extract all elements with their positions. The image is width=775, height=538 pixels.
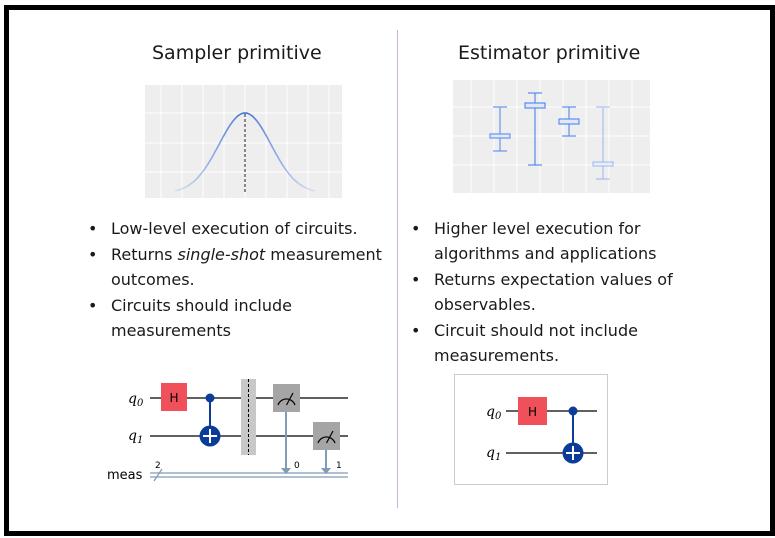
plot-background xyxy=(145,85,342,198)
plot-grid xyxy=(453,80,650,193)
bullet-dot: • xyxy=(411,270,421,289)
qubit-label-1: q1 xyxy=(128,428,143,446)
box-whisker-4 xyxy=(592,106,614,180)
classical-width-label: 2 xyxy=(155,461,161,471)
meter-arc-1 xyxy=(317,436,336,444)
column-divider xyxy=(397,30,398,508)
sampler-title: Sampler primitive xyxy=(152,42,322,64)
h-gate xyxy=(161,383,187,411)
bullet-text: Returns xyxy=(111,245,178,264)
sampler-distribution-plot xyxy=(145,85,342,198)
gaussian-curve xyxy=(174,112,316,192)
bit-label-1: 1 xyxy=(336,461,342,471)
bullet-text: Circuits should include measurements xyxy=(111,296,292,340)
meter-needle-1 xyxy=(325,430,334,444)
meter-arc-0 xyxy=(277,398,296,406)
h-gate xyxy=(518,397,547,425)
box-whisker-3 xyxy=(558,106,580,137)
bullet-text: measurement outcomes. xyxy=(111,245,382,289)
bullet-text: Low-level execution of circuits. xyxy=(111,219,358,238)
bullet-text: Higher level execution for algorithms an… xyxy=(434,219,657,263)
bullet-emphasis: single-shot xyxy=(177,245,266,264)
sampler-circuit: q0 q1 meas 2 H 0 1 xyxy=(107,379,348,483)
bit-label-0: 0 xyxy=(294,461,300,471)
classical-register-label: meas xyxy=(107,468,143,483)
bullet-text: Circuit should not include measurements. xyxy=(434,321,638,365)
bullet-dot: • xyxy=(88,245,98,264)
estimator-title: Estimator primitive xyxy=(458,42,641,64)
qubit-label-0: q0 xyxy=(486,404,502,422)
h-gate-label: H xyxy=(528,405,537,419)
bullet-dot: • xyxy=(411,219,421,238)
sampler-bullets: • Low-level execution of circuits. • Ret… xyxy=(88,216,388,344)
measure-gate-0 xyxy=(273,384,300,412)
bullet-dot: • xyxy=(88,219,98,238)
estimator-bullet-3: • Circuit should not include measurement… xyxy=(411,318,664,368)
measure-arrow-0 xyxy=(281,468,291,474)
bullet-text: Returns expectation values of observable… xyxy=(434,270,673,314)
sampler-bullet-1: • Low-level execution of circuits. xyxy=(88,216,388,241)
box-whisker-1 xyxy=(489,106,511,152)
estimator-bullet-1: • Higher level execution for algorithms … xyxy=(411,216,674,266)
bullet-dot: • xyxy=(411,321,421,340)
estimator-bullets: • Higher level execution for algorithms … xyxy=(411,216,701,369)
sampler-bullet-3: • Circuits should include measurements xyxy=(88,293,341,343)
measure-arrow-1 xyxy=(321,468,331,474)
cnot-control xyxy=(205,393,215,403)
estimator-circuit: q0 q1 H xyxy=(454,374,608,485)
box-whisker-2 xyxy=(524,92,546,166)
sampler-bullet-2: • Returns single-shot measurement outcom… xyxy=(88,242,388,292)
estimator-bullet-2: • Returns expectation values of observab… xyxy=(411,267,704,317)
cnot-control xyxy=(568,406,578,416)
classical-slash xyxy=(153,468,163,482)
meter-needle-0 xyxy=(285,392,294,406)
h-gate-label: H xyxy=(169,391,178,405)
bullet-dot: • xyxy=(88,296,98,315)
estimator-boxplot xyxy=(453,80,650,193)
measure-gate-1 xyxy=(313,422,340,450)
qubit-label-0: q0 xyxy=(128,391,144,409)
circuit-frame xyxy=(454,374,608,485)
qubit-label-1: q1 xyxy=(486,445,501,463)
